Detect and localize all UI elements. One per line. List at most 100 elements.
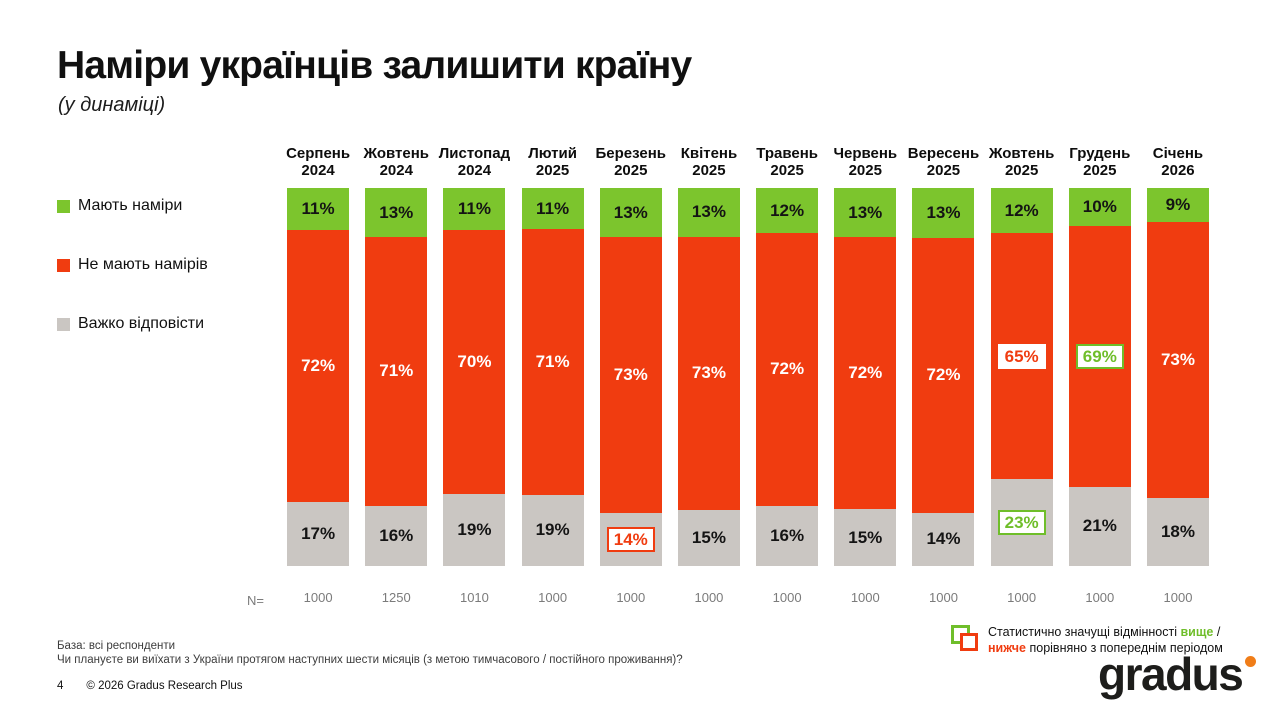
category-month: Лютий (528, 145, 577, 162)
copyright: © 2026 Gradus Research Plus (86, 680, 243, 692)
category-month: Вересень (907, 145, 980, 162)
category-month: Грудень (1069, 145, 1131, 162)
category-month: Січень (1152, 145, 1204, 162)
segment-value-label: 72% (770, 359, 805, 379)
category-label: Вересень 2025 (904, 145, 982, 183)
chart-columns: Серпень 2024 11% 72% 17% 1000 Жовтень 2024 13% 71… (279, 145, 1217, 605)
category-label: Жовтень 2025 (983, 145, 1061, 183)
segment-no-intentions: 73% (677, 236, 740, 510)
segment-no-intentions: 69% (1068, 225, 1131, 487)
category-year: 2025 (848, 162, 882, 179)
n-value: 1000 (1163, 590, 1193, 605)
category-year: 2026 (1161, 162, 1195, 179)
segment-hard-to-answer: 16% (756, 505, 819, 566)
legend-label: Мають наміри (78, 197, 183, 214)
stacked-bar-chart: N= Серпень 2024 11% 72% 17% 1000 Жовтень 2024 13… (247, 145, 1217, 608)
category-label: Травень 2025 (748, 145, 826, 183)
segment-value-label: 17% (301, 523, 336, 543)
segment-have-intentions: 13% (365, 188, 428, 238)
chart-column-8: Червень 2025 13% 72% 15% 1000 (826, 145, 904, 605)
segment-value-label: 65% (997, 343, 1046, 369)
segment-have-intentions: 13% (677, 188, 740, 237)
segment-value-label: 11% (457, 198, 491, 218)
segment-value-label: 69% (1075, 343, 1124, 369)
segment-value-label: 73% (1160, 349, 1195, 369)
segment-have-intentions: 13% (599, 188, 662, 238)
category-month: Квітень (680, 145, 738, 162)
n-value: 1000 (616, 590, 646, 605)
significance-slash: / (1213, 625, 1221, 639)
category-year: 2025 (692, 162, 726, 179)
segment-value-label: 14% (926, 529, 961, 549)
category-year: 2024 (457, 162, 492, 179)
significance-lower-word: нижче (988, 641, 1026, 655)
stacked-bar: 13% 72% 14% (912, 188, 975, 566)
segment-have-intentions: 10% (1068, 188, 1131, 226)
category-month: Листопад (438, 145, 511, 162)
category-label: Січень 2026 (1139, 145, 1217, 183)
n-value: 1250 (381, 590, 411, 605)
stacked-bar: 13% 72% 15% (834, 188, 897, 566)
segment-value-label: 71% (535, 352, 570, 372)
segment-value-label: 73% (691, 363, 726, 383)
stacked-bar: 12% 65% 23% (990, 188, 1053, 566)
stacked-bar: 12% 72% 16% (756, 188, 819, 566)
segment-value-label: 15% (691, 527, 726, 547)
segment-no-intentions: 70% (443, 229, 506, 495)
category-year: 2025 (614, 162, 648, 179)
n-value: 1000 (850, 590, 880, 605)
segment-value-label: 15% (848, 527, 883, 547)
segment-have-intentions: 12% (990, 188, 1053, 234)
segment-value-label: 72% (926, 365, 961, 385)
segment-value-label: 19% (535, 520, 570, 540)
segment-value-label: 21% (1082, 516, 1117, 536)
category-year: 2025 (770, 162, 804, 179)
n-value: 1000 (1085, 590, 1115, 605)
chart-column-6: Квітень 2025 13% 73% 15% 1000 (670, 145, 748, 605)
category-month: Жовтень (363, 145, 430, 162)
category-month: Червень (833, 145, 898, 162)
category-month: Жовтень (988, 145, 1055, 162)
segment-hard-to-answer: 16% (365, 505, 428, 566)
significance-text-after: порівняно з попереднім періодом (1026, 641, 1223, 655)
segment-have-intentions: 13% (912, 188, 975, 238)
segment-hard-to-answer: 15% (834, 509, 897, 566)
segment-value-label: 23% (997, 510, 1046, 536)
category-year: 2025 (926, 162, 961, 179)
category-month: Березень (595, 145, 667, 162)
segment-no-intentions: 72% (834, 237, 897, 510)
segment-no-intentions: 72% (287, 229, 350, 502)
n-value: 1010 (459, 590, 489, 605)
segment-value-label: 13% (848, 202, 883, 222)
square-red-icon (960, 633, 978, 651)
page-number: 4 (57, 680, 64, 692)
segment-value-label: 72% (301, 355, 336, 375)
overlapping-squares-icon (951, 624, 979, 654)
segment-hard-to-answer: 18% (1146, 497, 1209, 566)
segment-value-label: 10% (1082, 196, 1117, 216)
significance-text: Статистично значущі відмінності вище / ни… (988, 624, 1223, 656)
segment-hard-to-answer: 21% (1068, 486, 1131, 566)
category-year: 2025 (1004, 162, 1039, 179)
category-label: Червень 2025 (826, 145, 904, 183)
legend-label: Не мають намірів (78, 256, 208, 273)
segment-hard-to-answer: 23% (990, 479, 1053, 566)
stacked-bar: 11% 71% 19% (521, 188, 584, 566)
chart-column-12: Січень 2026 9% 73% 18% 1000 (1139, 145, 1217, 605)
segment-value-label: 14% (606, 527, 655, 553)
segment-have-intentions: 11% (443, 188, 506, 230)
legend-swatch-green-icon (57, 199, 70, 213)
category-year: 2025 (1083, 162, 1117, 179)
legend-swatch-red-icon (57, 258, 70, 272)
segment-no-intentions: 71% (521, 229, 584, 495)
segment-no-intentions: 73% (1146, 222, 1209, 498)
segment-hard-to-answer: 15% (677, 509, 740, 566)
segment-value-label: 12% (770, 200, 805, 220)
segment-value-label: 16% (379, 525, 414, 545)
base-note: База: всі респонденти (57, 640, 176, 652)
page-subtitle: (у динаміці) (58, 94, 166, 116)
segment-value-label: 18% (1160, 521, 1195, 541)
segment-value-label: 12% (1004, 200, 1039, 220)
category-label: Березень 2025 (592, 145, 670, 183)
n-value: 1000 (694, 590, 724, 605)
